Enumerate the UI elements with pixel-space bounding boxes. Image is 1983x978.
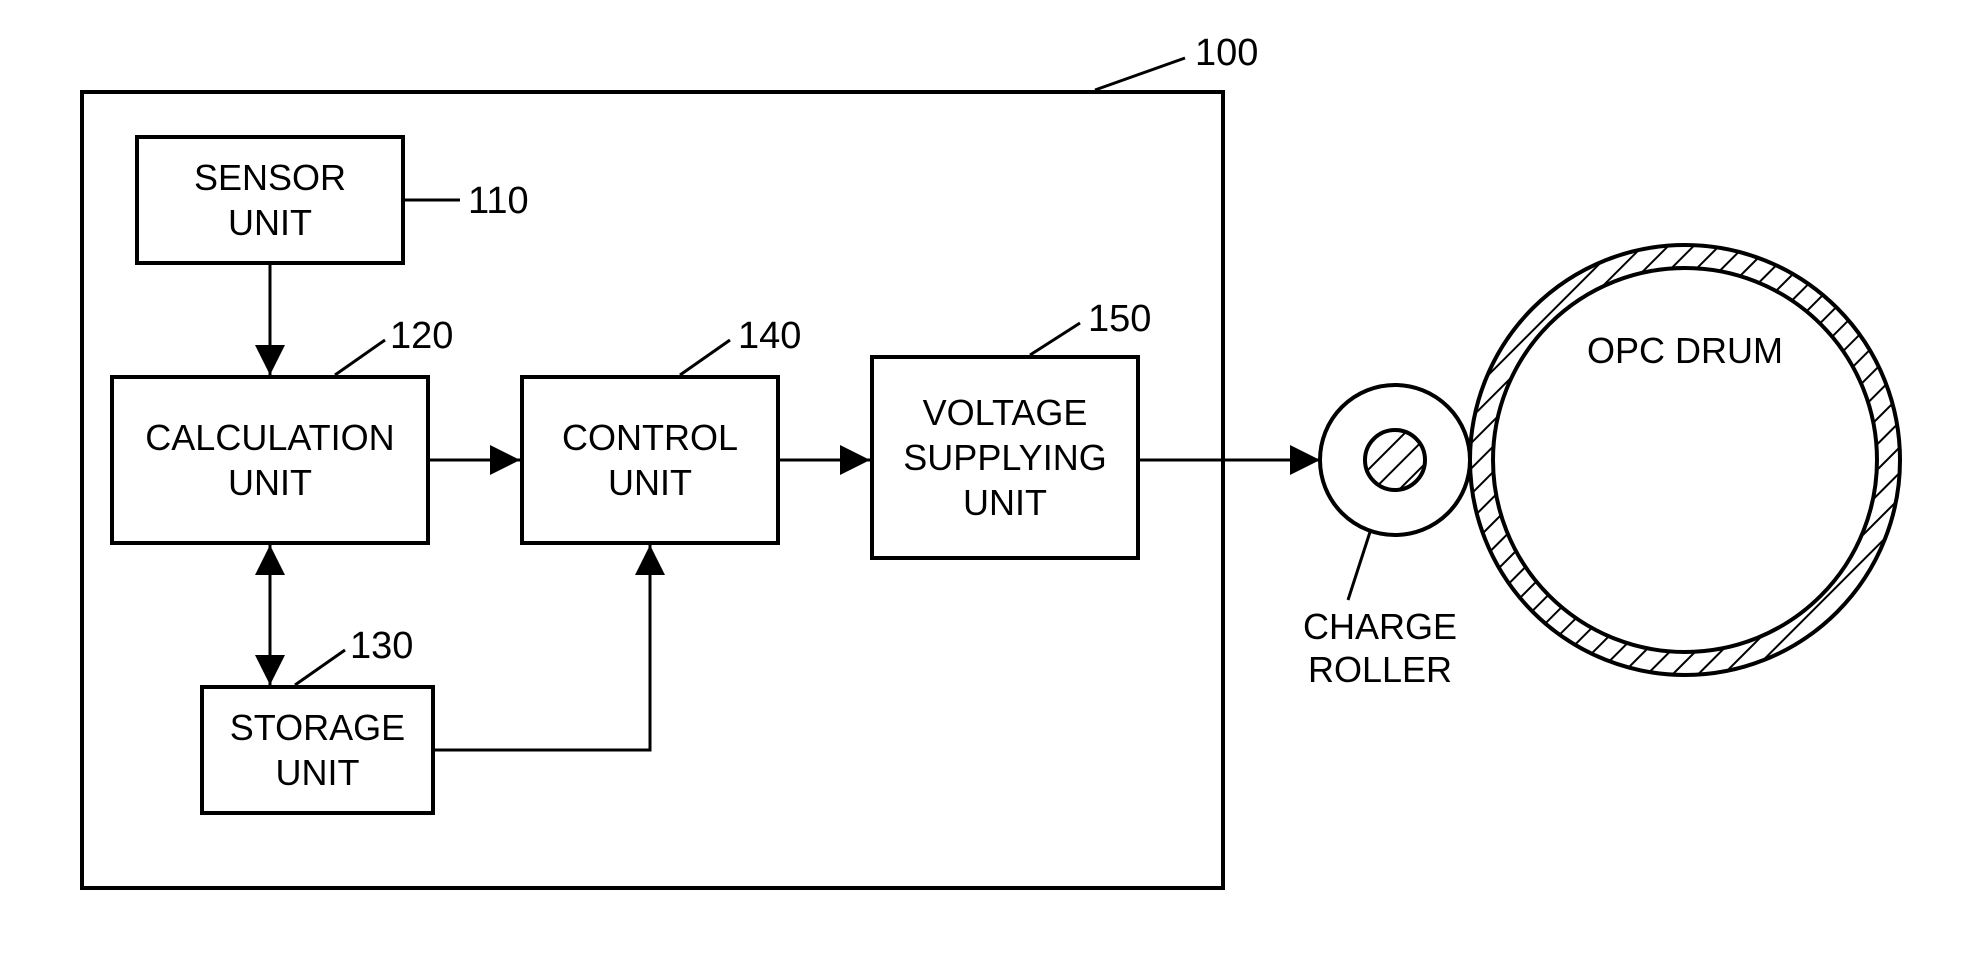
leader-100-line	[1095, 58, 1185, 90]
leader-130-line	[295, 650, 345, 685]
charge-roller-inner	[1365, 430, 1425, 490]
leader-roller-line	[1348, 532, 1370, 600]
connectors-svg	[40, 40, 1943, 938]
leader-120-line	[335, 340, 385, 375]
opc-drum-label: OPC DRUM	[1580, 330, 1790, 372]
leader-140-line	[680, 340, 730, 375]
arrow-storage-to-control	[435, 545, 650, 750]
charge-roller-label: CHARGE ROLLER	[1270, 605, 1490, 691]
leader-150-line	[1030, 323, 1080, 355]
opc-drum	[1440, 220, 1940, 720]
diagram-canvas: SENSOR UNIT CALCULATION UNIT STORAGE UNI…	[40, 40, 1943, 938]
